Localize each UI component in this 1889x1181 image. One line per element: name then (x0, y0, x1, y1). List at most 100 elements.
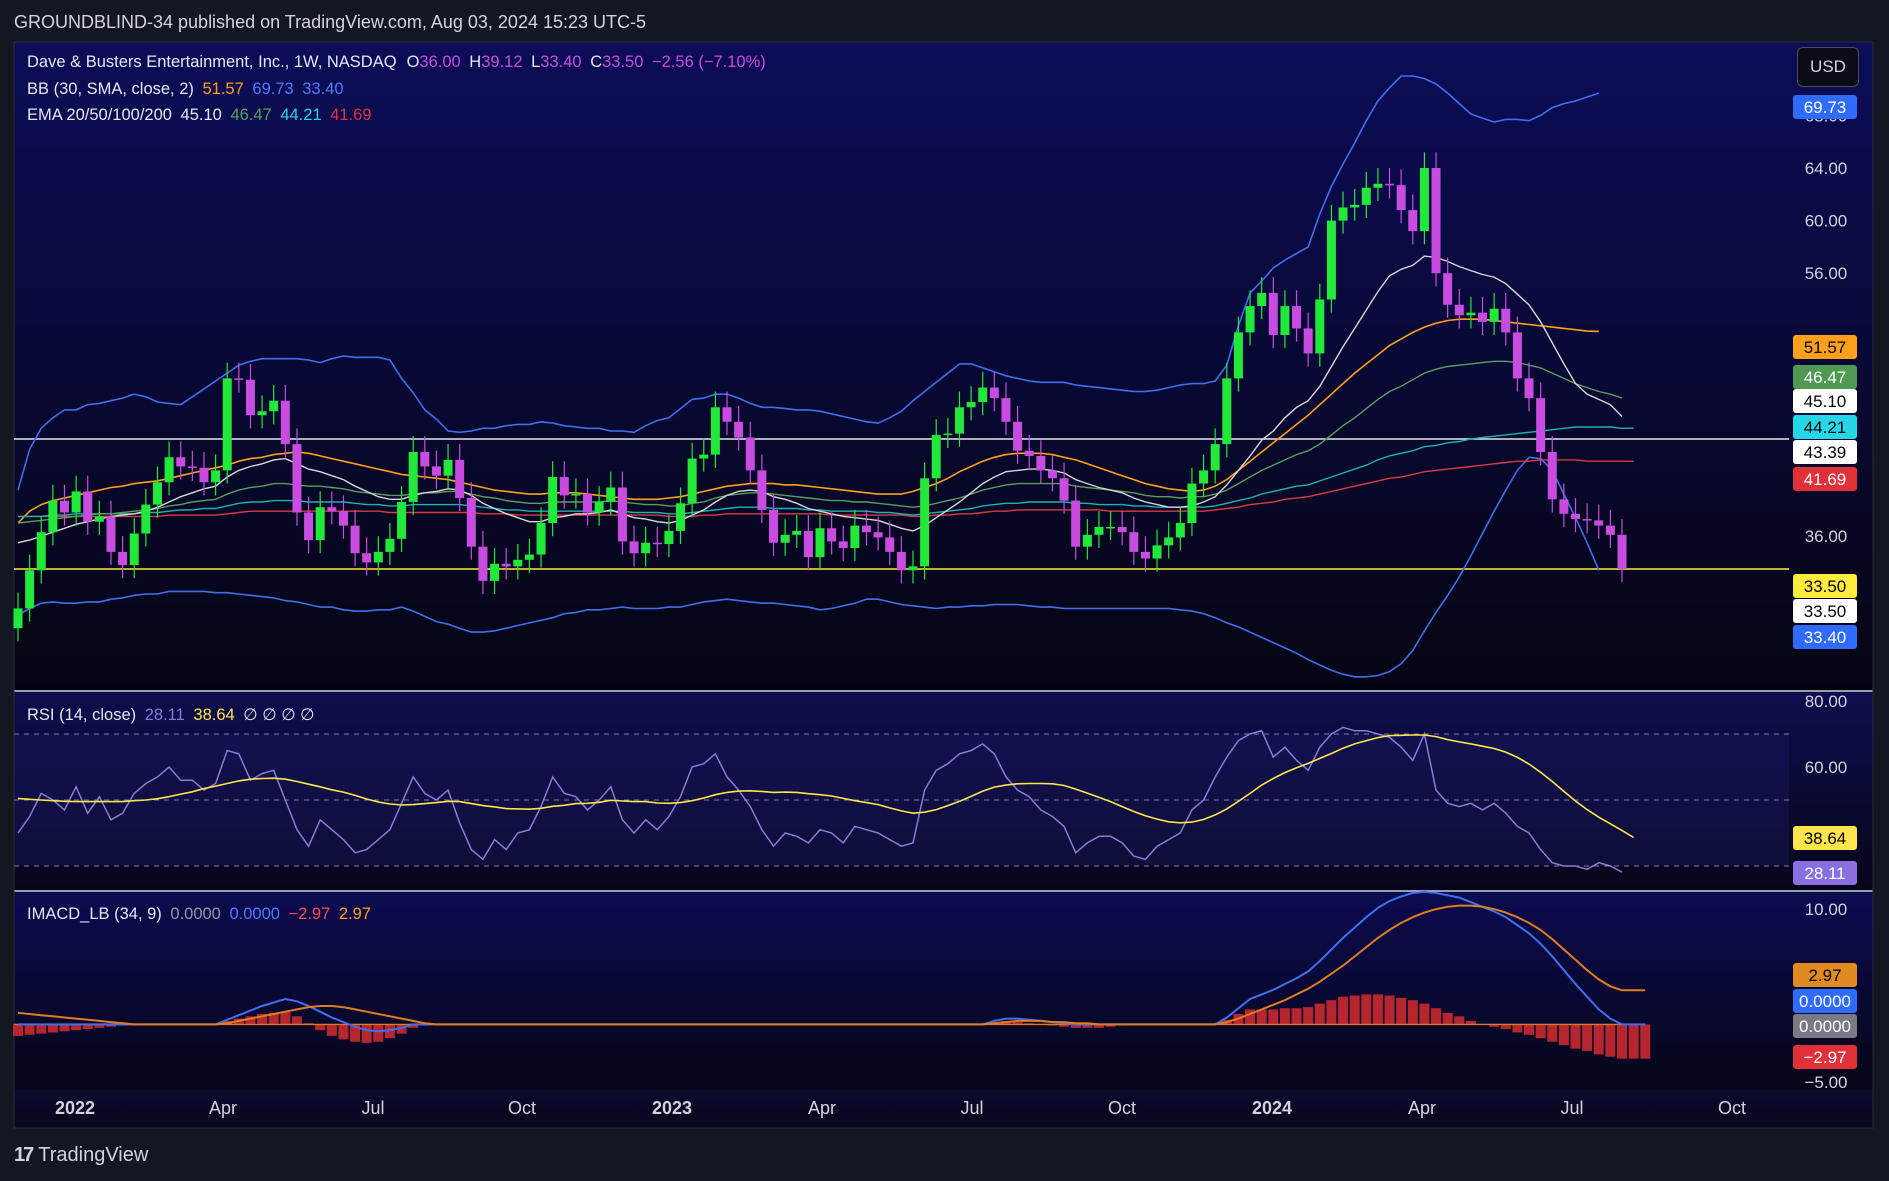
low-label: L (531, 53, 541, 71)
macd-hist-bar (245, 1016, 256, 1025)
imacd-value-2: 0.0000 (229, 905, 280, 923)
ema-label: EMA 20/50/100/200 (27, 106, 172, 124)
macd-hist-bar (47, 1024, 58, 1033)
bb-basis (17, 318, 1599, 524)
macd-hist-bar (1465, 1020, 1476, 1025)
ema100-line (18, 426, 1634, 518)
macd-hist-bar (1570, 1024, 1581, 1049)
candle-body (1082, 534, 1092, 547)
macd-hist-bar (1617, 1024, 1627, 1059)
candle-body (792, 530, 802, 535)
rsi-label: RSI (14, close) (27, 706, 137, 724)
macd-hist-bar (94, 1024, 105, 1028)
macd-tag (1793, 989, 1857, 1013)
imacd-legend[interactable]: IMACD_LB (34, 9) 0.0000 0.0000 −2.97 2.9… (27, 905, 375, 924)
ema50-value: 46.47 (230, 106, 272, 124)
candle-body (129, 533, 139, 566)
candle-body (629, 541, 639, 554)
candle-body (490, 563, 500, 581)
rsi-line (17, 726, 1623, 873)
time-tick-label: Apr (808, 1098, 836, 1118)
macd-hist-bar (105, 1024, 116, 1027)
macd-hist-bar (1093, 1024, 1104, 1028)
macd-hist-bar (1082, 1024, 1093, 1028)
currency-button[interactable]: USD (1797, 47, 1859, 87)
candle-body (722, 407, 732, 422)
macd-hist-bar (1105, 1024, 1116, 1027)
candle-body (466, 498, 476, 547)
tradingview-logo[interactable]: 17 TradingView (14, 1144, 148, 1167)
ema50-line (17, 360, 1623, 524)
price-tag-label: 44.21 (1804, 418, 1847, 437)
symbol-title[interactable]: Dave & Busters Entertainment, Inc., 1W, … (27, 53, 397, 71)
candle-body (676, 503, 686, 531)
macd-tag (1793, 963, 1857, 987)
ema-legend[interactable]: EMA 20/50/100/200 45.10 46.47 44.21 41.6… (27, 106, 376, 125)
candle-body (1222, 378, 1232, 445)
candle-body (59, 500, 69, 513)
candle-body (245, 379, 255, 416)
macd-hist-bar (1558, 1024, 1569, 1046)
macd-hist-bar (1605, 1024, 1616, 1057)
price-tag (1793, 335, 1857, 359)
macd-pane[interactable] (13, 890, 1651, 1059)
macd-hist-bar (1372, 994, 1383, 1025)
macd-hist-bar (1361, 994, 1372, 1025)
candle-body (1594, 520, 1604, 526)
price-tag-label: 33.50 (1804, 577, 1847, 596)
candle-body (757, 470, 767, 510)
macd-hist-bar (338, 1024, 349, 1040)
candle-body (524, 554, 534, 560)
imacd-value-1: 0.0000 (170, 905, 221, 923)
rsi-pane[interactable] (14, 726, 1789, 873)
candle-body (1059, 478, 1069, 501)
macd-hist-bar (326, 1024, 337, 1036)
candle-body (13, 608, 23, 629)
ema20-value: 45.10 (180, 106, 222, 124)
price-tick-label: 60.00 (1805, 212, 1848, 231)
close-label: C (590, 53, 603, 71)
macd-hist-bar (373, 1024, 384, 1042)
rsi-extra: ∅ ∅ ∅ ∅ (243, 706, 315, 724)
open-value: 36.00 (419, 53, 461, 71)
candle-body (885, 537, 895, 552)
candle-body (501, 563, 511, 567)
candle-body (769, 509, 779, 543)
candle-body (1559, 499, 1569, 514)
candle-body (141, 504, 151, 534)
candle-body (1373, 183, 1383, 188)
candle-body (25, 570, 35, 609)
candle-body (1280, 306, 1290, 335)
imacd-value-4: 2.97 (338, 905, 371, 923)
bb-legend[interactable]: BB (30, SMA, close, 2) 51.57 69.73 33.40 (27, 80, 348, 99)
candle-body (780, 534, 790, 543)
ema20-line (17, 255, 1623, 544)
candle-body (315, 507, 325, 541)
candle-body (838, 541, 848, 548)
macd-tick-label: −5.00 (1804, 1073, 1847, 1092)
macd-hist-bar (1547, 1024, 1558, 1042)
time-tick-label: 2022 (55, 1098, 95, 1118)
rsi-legend[interactable]: RSI (14, close) 28.11 38.64 ∅ ∅ ∅ ∅ (27, 705, 319, 725)
price-tag (1793, 389, 1857, 413)
macd-pane-bg (14, 892, 1873, 1090)
rsi-ma-value: 38.64 (193, 706, 235, 724)
candle-body (1257, 292, 1267, 307)
price-tick-label: 64.00 (1805, 159, 1848, 178)
rsi-ma-line (17, 734, 1635, 839)
candle-body (431, 466, 441, 476)
main-pane-bg (14, 42, 1873, 690)
price-tag-label: 45.10 (1804, 392, 1847, 411)
price-tag-label: 33.50 (1804, 602, 1847, 621)
rsi-tag (1793, 826, 1857, 850)
candle-body (920, 478, 930, 567)
macd-hist-bar (350, 1024, 361, 1042)
macd-tag-label: 0.0000 (1799, 1017, 1851, 1036)
candle-body (304, 512, 314, 541)
time-tick-label: Apr (1408, 1098, 1436, 1118)
price-pane[interactable] (13, 75, 1790, 678)
candle-body (1605, 525, 1615, 535)
price-tag (1793, 365, 1857, 389)
candle-body (106, 516, 116, 552)
